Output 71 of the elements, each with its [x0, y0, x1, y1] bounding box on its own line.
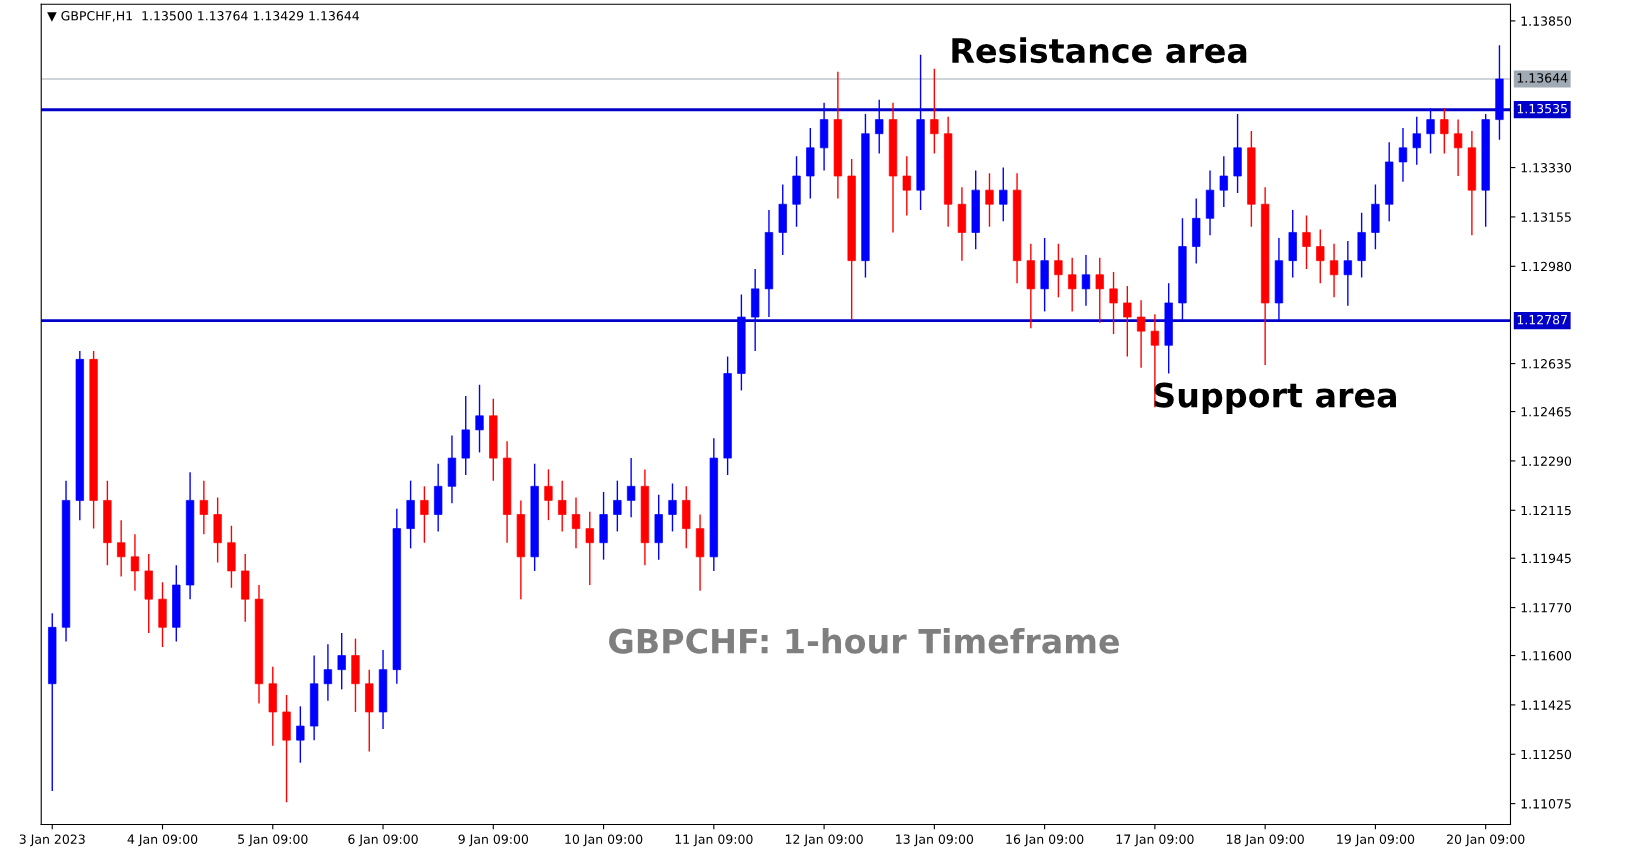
candlestick [296, 705, 305, 764]
candlestick [1316, 228, 1325, 284]
annotation: GBPCHF: 1-hour Timeframe [609, 627, 1119, 654]
candlestick [199, 479, 208, 535]
candlestick [1440, 107, 1449, 155]
candlestick [1426, 107, 1435, 155]
y-tick-label: 1.11250 [1521, 749, 1572, 760]
candlestick [117, 519, 126, 578]
candlestick [1054, 243, 1063, 299]
candlestick [613, 479, 622, 533]
candlestick [1081, 254, 1091, 307]
x-tick-label: 6 Jan 09:00 [348, 834, 418, 847]
candlestick [1109, 271, 1118, 335]
candlestick [668, 482, 677, 533]
ref-line-label: 1.12787 [1517, 314, 1567, 325]
candlestick [1329, 243, 1339, 299]
candlestick [1412, 116, 1421, 166]
y-tick-label: 1.11770 [1521, 603, 1572, 613]
y-tick-label: 1.13155 [1521, 212, 1571, 222]
x-tick-label: 12 Jan 09:00 [785, 834, 863, 847]
ref-line-label: 1.13644 [1517, 73, 1568, 83]
y-tick-label: 1.13850 [1521, 16, 1572, 26]
candlestick [1219, 155, 1228, 208]
candlestick [1453, 118, 1463, 177]
x-tick-label: 18 Jan 09:00 [1226, 834, 1304, 847]
y-tick-label: 1.11075 [1521, 799, 1571, 809]
y-tick-label: 1.13330 [1521, 163, 1572, 173]
candlestick [1302, 214, 1311, 270]
candlestick [571, 496, 581, 550]
y-tick-label: 1.12635 [1521, 359, 1571, 369]
candlestick [420, 485, 429, 544]
candlestick [585, 510, 594, 586]
candlestick [1095, 257, 1104, 324]
x-tick-label: 4 Jan 09:00 [127, 834, 198, 847]
x-tick-label: 16 Jan 09:00 [1006, 834, 1084, 847]
candlestick [902, 155, 911, 217]
x-tick-label: 11 Jan 09:00 [675, 834, 753, 847]
y-tick-label: 1.11600 [1521, 651, 1572, 661]
y-tick-label: 1.12115 [1521, 505, 1571, 516]
y-tick-label: 1.12290 [1521, 456, 1572, 466]
candlestick [1123, 285, 1132, 358]
x-tick-label: 17 Jan 09:00 [1116, 834, 1194, 847]
candlestick [1068, 257, 1077, 313]
x-tick-label: 5 Jan 09:00 [238, 834, 308, 847]
x-tick-label: 10 Jan 09:00 [565, 834, 643, 847]
candlestick [323, 643, 333, 702]
x-tick-label: 3 Jan 2023 [19, 834, 85, 847]
y-tick-label: 1.12980 [1521, 261, 1572, 272]
ref-line-label: 1.13535 [1517, 103, 1567, 114]
candlestick [130, 533, 140, 592]
candlestick [875, 99, 884, 155]
candlestick [999, 166, 1008, 222]
candlestick [475, 384, 484, 454]
candlestick [985, 172, 994, 228]
annotation: Resistance area [952, 37, 1247, 64]
candlestick [1343, 240, 1352, 307]
x-tick-label: 20 Jan 09:00 [1447, 834, 1525, 847]
candlestick [1398, 127, 1408, 183]
x-tick-label: 19 Jan 09:00 [1337, 834, 1415, 847]
y-tick-label: 1.11425 [1521, 700, 1571, 710]
y-tick-label: 1.12465 [1521, 407, 1571, 417]
candlestick [626, 457, 636, 519]
candlestick [558, 479, 567, 533]
candlestick [930, 68, 939, 155]
chart-title: ▼ GBPCHF,H1 1.13500 1.13764 1.13429 1.13644 [47, 11, 360, 22]
candlestick [1136, 299, 1146, 369]
x-tick-label: 9 Jan 09:00 [458, 834, 529, 847]
x-tick-label: 13 Jan 09:00 [896, 834, 974, 847]
candlestick [544, 468, 553, 521]
candlestick [337, 632, 346, 691]
y-tick-label: 1.11945 [1521, 553, 1571, 564]
